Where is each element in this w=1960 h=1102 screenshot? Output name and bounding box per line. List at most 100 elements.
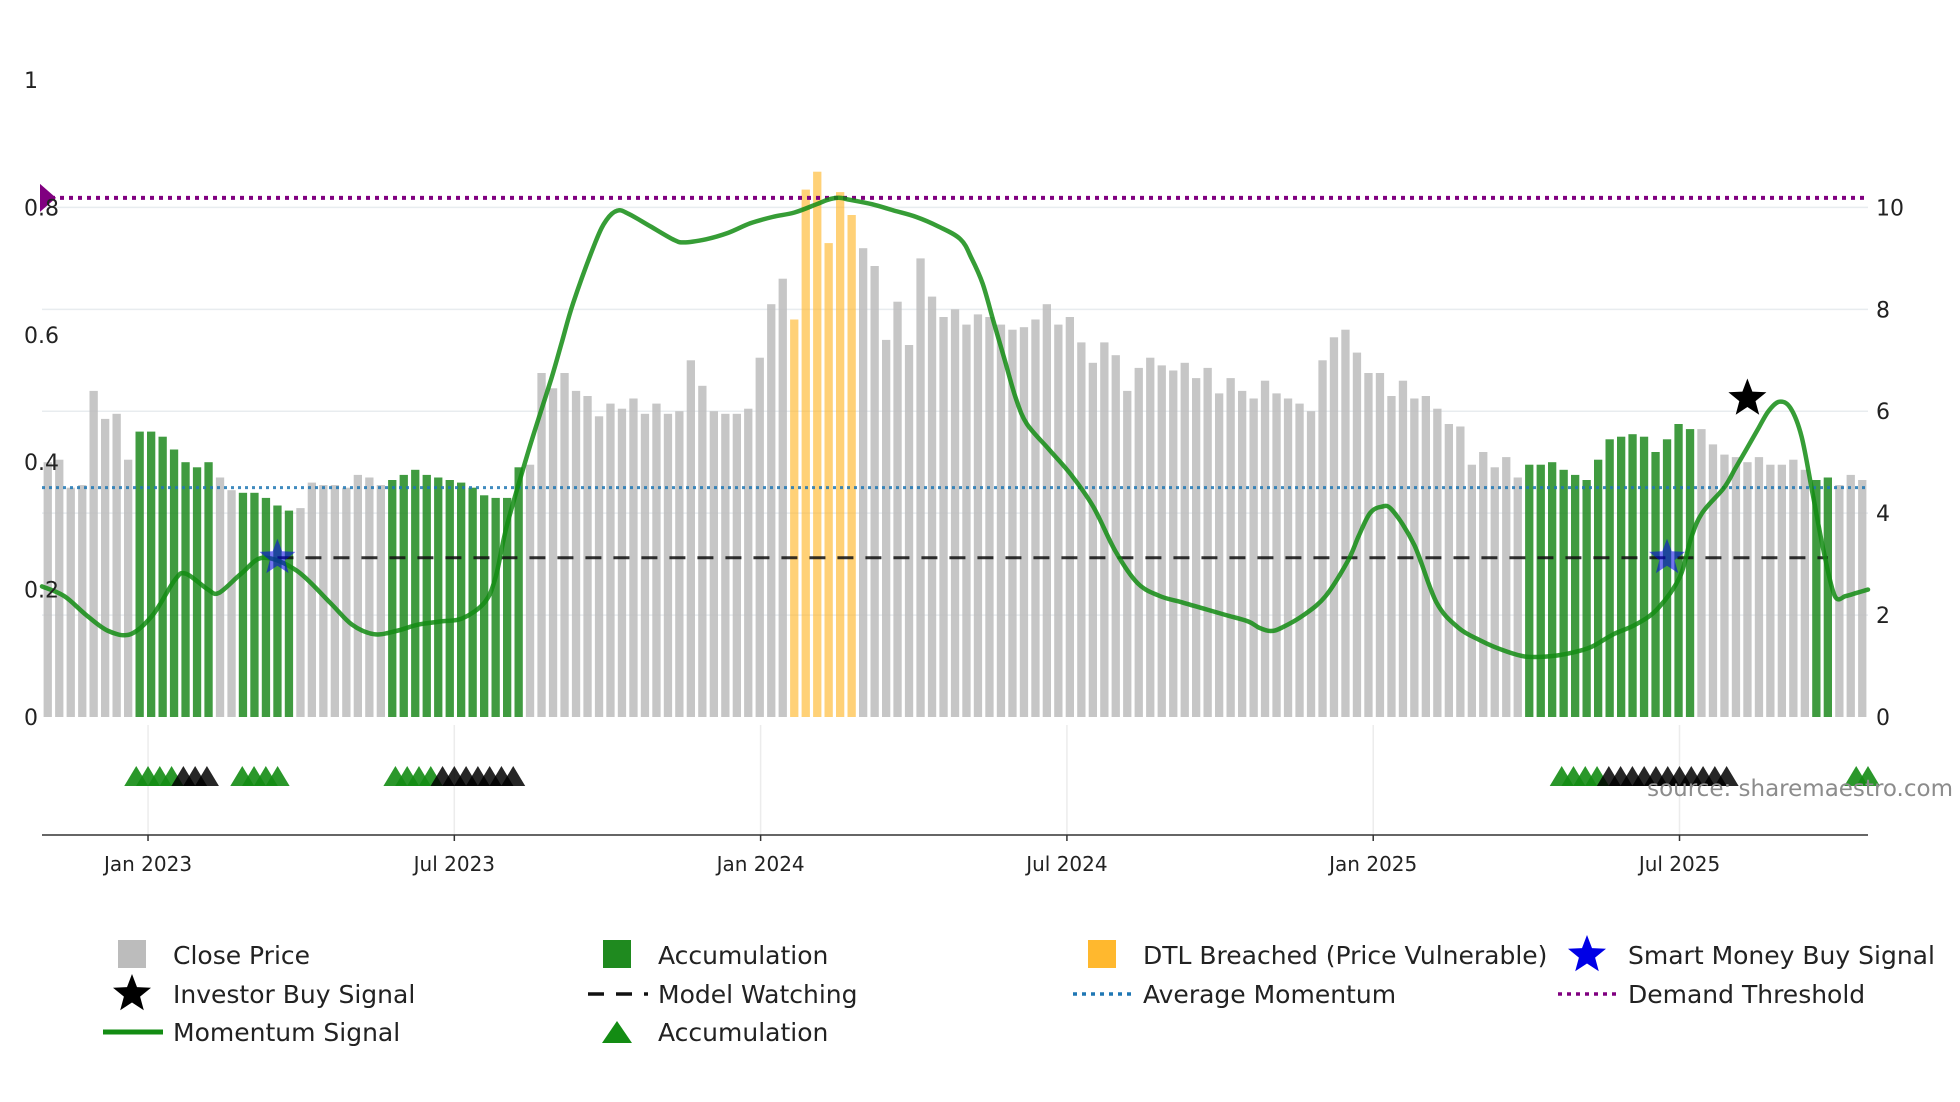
accumulation-bar [1594, 459, 1603, 717]
close-price-bar [744, 408, 753, 717]
close-price-bar [1858, 480, 1867, 717]
legend-swatch [118, 940, 146, 968]
date-label-1: Jul 2023 [412, 852, 495, 876]
right-axis-tick-3: 6 [1876, 400, 1890, 425]
close-price-bar [1203, 367, 1212, 717]
right-axis-tick-4: 8 [1876, 298, 1890, 323]
close-price-bar [1157, 365, 1166, 717]
close-price-bar [1387, 396, 1396, 717]
legend-item-dash: Model Watching [588, 980, 858, 1009]
close-price-bar [996, 324, 1006, 717]
close-price-bar [55, 459, 64, 717]
accumulation-bar [399, 474, 408, 717]
investor-buy-signal-0 [1728, 378, 1767, 415]
close-price-bar [1444, 424, 1453, 717]
close-price-bar [1215, 393, 1224, 717]
legend-label: Close Price [173, 941, 310, 970]
left-axis-tick-0: 0 [24, 706, 38, 731]
close-price-bar [101, 418, 110, 717]
close-price-bar [652, 403, 661, 717]
accumulation-bar [158, 436, 167, 717]
accumulation-bar [1536, 464, 1545, 717]
close-price-bar [1433, 408, 1442, 717]
accumulation-bar [192, 467, 202, 717]
legend-label: Accumulation [658, 941, 828, 970]
close-price-bar [1295, 403, 1304, 717]
close-price-bar [560, 373, 569, 717]
close-price-bar [1318, 360, 1327, 717]
close-price-bar [548, 388, 558, 717]
close-price-bar [227, 490, 236, 717]
dtl-breached-bar [801, 189, 810, 718]
legend-item-dot: Average Momentum [1073, 980, 1396, 1009]
accumulation-bar [1674, 424, 1683, 717]
close-price-bar [882, 339, 891, 717]
close-price-bar [1146, 357, 1155, 717]
close-price-bar [296, 508, 305, 717]
momentum-signal-line [39, 195, 1871, 660]
left-axis-tick-2: 0.4 [24, 451, 59, 476]
accumulation-bar [250, 492, 259, 717]
legend-item-line: Momentum Signal [103, 1018, 400, 1047]
dtl-breached-bar [813, 171, 822, 717]
accumulation-bar [1571, 474, 1580, 717]
close-price-bar [1754, 457, 1764, 717]
accumulation-bar [284, 510, 294, 717]
accumulation-bar [514, 467, 523, 717]
accumulation-bar [491, 497, 500, 717]
legend-label: Investor Buy Signal [173, 980, 415, 1009]
accumulation-bar [434, 477, 443, 717]
accumulation-bar [1605, 439, 1614, 717]
close-price-bar [675, 411, 684, 717]
close-price-bar [78, 485, 87, 717]
legend-label: Demand Threshold [1628, 980, 1865, 1009]
accumulation-bar [457, 482, 466, 717]
reference-lines [40, 183, 1868, 560]
close-price-bar [1134, 367, 1143, 717]
close-price-bar [686, 360, 695, 717]
close-price-bar [1249, 398, 1258, 717]
close-price-bar [973, 314, 983, 717]
close-price-bar [950, 309, 960, 717]
accumulation-bar [422, 474, 431, 717]
close-price-bar [732, 413, 741, 717]
close-price-bar [1341, 329, 1350, 717]
close-price-bar [606, 403, 615, 717]
close-price-bar [1697, 429, 1706, 717]
close-price-bar [870, 266, 879, 717]
buy-signals [259, 378, 1767, 574]
legend-triangle-icon [602, 1021, 632, 1043]
close-price-bar [525, 464, 535, 717]
close-price-bar [721, 413, 730, 717]
close-price-bars [43, 171, 1867, 718]
close-price-bar [755, 357, 764, 717]
smart-money-buy-signal-1 [1649, 538, 1686, 574]
accumulation-bar [445, 480, 454, 717]
close-price-bar [1364, 373, 1373, 717]
accumulation-bar [1525, 464, 1534, 717]
legend-label: Accumulation [658, 1018, 828, 1047]
close-price-bar [1306, 411, 1316, 717]
accumulation-bar [1617, 436, 1626, 717]
smart-money-buy-signal-0 [259, 538, 296, 574]
left-axis-tick-4: 0.8 [24, 196, 59, 221]
close-price-bar [1042, 304, 1051, 717]
legend-swatch [603, 940, 631, 968]
close-price-bar [1731, 457, 1741, 717]
accumulation-marker-green [1856, 766, 1880, 786]
close-price-bar [1490, 467, 1499, 717]
close-price-bar [365, 477, 374, 717]
close-price-bar [1123, 390, 1132, 717]
left-axis-tick-3: 0.6 [24, 324, 59, 349]
dtl-breached-bar [824, 243, 833, 717]
close-price-bar [1789, 459, 1798, 717]
accumulation-bar [1559, 469, 1568, 717]
close-price-bar [859, 248, 868, 717]
date-label-3: Jul 2024 [1024, 852, 1107, 876]
close-price-bar [1054, 324, 1063, 717]
accumulation-bar [468, 487, 477, 717]
close-price-bar [1456, 426, 1465, 717]
close-price-bar [571, 390, 581, 717]
close-price-bar [663, 413, 673, 717]
